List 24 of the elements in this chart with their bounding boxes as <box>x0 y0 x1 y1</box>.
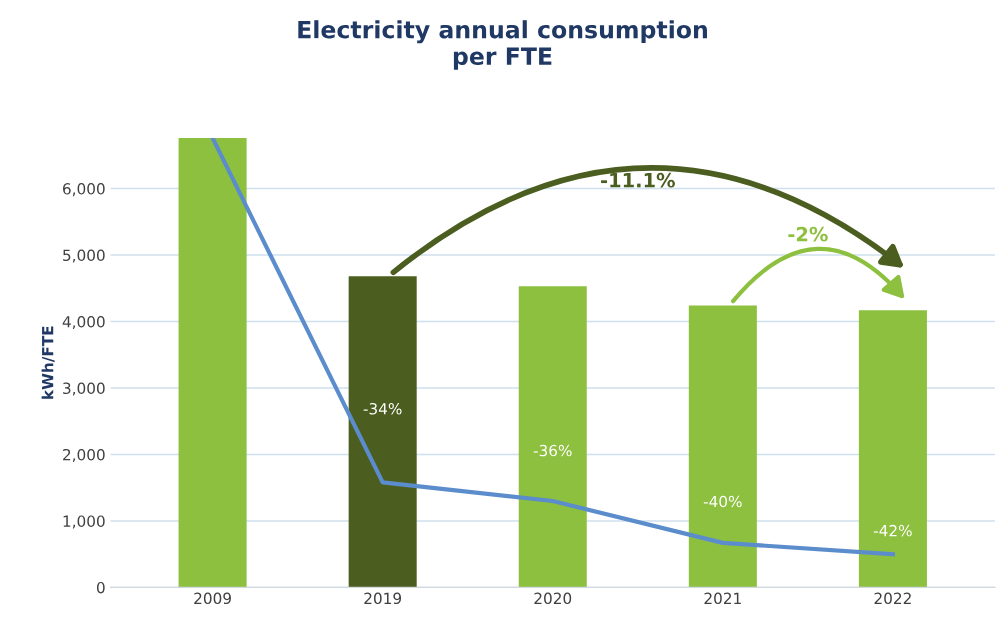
bar <box>518 286 587 588</box>
bar <box>688 305 757 588</box>
x-tick-label: 2021 <box>704 592 741 605</box>
annotation: -36% <box>533 444 572 457</box>
y-tick-label: 6,000 <box>63 183 105 197</box>
y-tick-label: 0 <box>96 581 105 594</box>
y-tick-label: 1,000 <box>63 515 105 529</box>
y-tick-label: 3,000 <box>63 382 105 396</box>
bar <box>178 138 247 588</box>
chart-title: Electricity annual consumption per FTE <box>298 20 707 70</box>
x-tick-label: 2022 <box>874 592 911 605</box>
x-tick-label: 2020 <box>534 592 572 605</box>
annotation: -40% <box>703 495 742 508</box>
annotation: -34% <box>363 402 402 415</box>
y-tick-label: 5,000 <box>63 249 105 263</box>
y-tick-label: 4,000 <box>62 315 105 330</box>
x-tick-label: 2019 <box>364 592 402 605</box>
y-axis-title: kWh/FTE <box>41 326 55 399</box>
annotation: -42% <box>873 524 912 537</box>
x-tick-label: 2009 <box>194 592 231 605</box>
annotation: -2% <box>788 226 828 242</box>
y-tick-label: 2,000 <box>63 448 105 463</box>
annotation: -11.1% <box>601 172 675 188</box>
bar <box>858 310 927 588</box>
